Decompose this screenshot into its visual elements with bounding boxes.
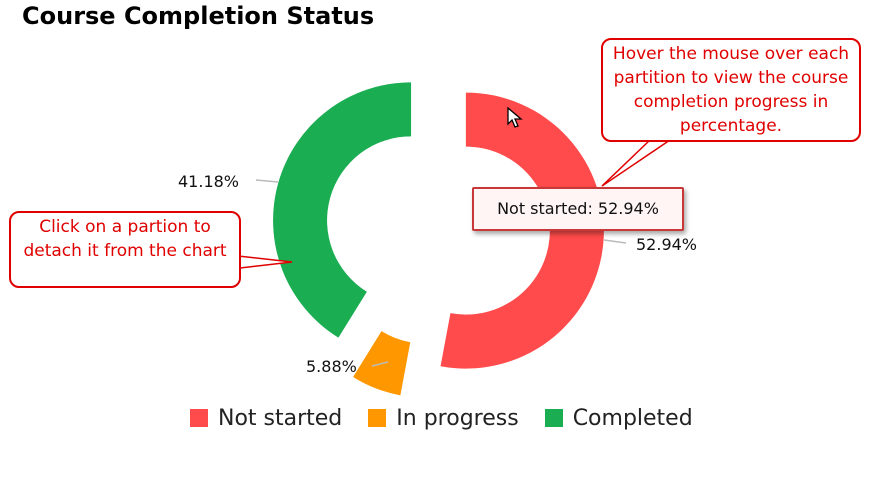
slice-tooltip: Not started: 52.94%	[472, 187, 684, 231]
legend-item-completed[interactable]: Completed	[544, 405, 693, 431]
leader-line-not-started	[603, 239, 627, 244]
legend-swatch-not-started	[190, 409, 208, 427]
mouse-cursor-icon	[507, 107, 523, 128]
legend-label-completed: Completed	[572, 405, 693, 431]
slice-completed[interactable]	[273, 82, 412, 338]
slice-not-started[interactable]	[440, 92, 604, 369]
legend-item-in-progress[interactable]: In progress	[368, 405, 519, 431]
hover-callout: Hover the mouse over each partition to v…	[601, 38, 861, 142]
chart-legend: Not started In progress Completed	[190, 402, 719, 434]
chart-title: Course Completion Status	[22, 2, 375, 30]
leader-line-in-progress	[371, 361, 389, 367]
leader-line-completed	[255, 179, 279, 183]
legend-swatch-completed	[544, 409, 563, 427]
data-label-completed: 41.18%	[178, 172, 239, 191]
legend-label-not-started: Not started	[218, 405, 343, 431]
data-label-not-started: 52.94%	[636, 235, 697, 254]
legend-label-in-progress: In progress	[396, 405, 519, 431]
legend-item-not-started[interactable]: Not started	[190, 406, 342, 431]
detach-callout-pointer	[237, 255, 293, 269]
detach-callout: Click on a partion to detach it from the…	[9, 211, 241, 288]
data-label-in-progress: 5.88%	[306, 357, 357, 376]
hover-callout-pointer	[601, 139, 671, 187]
legend-swatch-in-progress	[368, 409, 387, 427]
